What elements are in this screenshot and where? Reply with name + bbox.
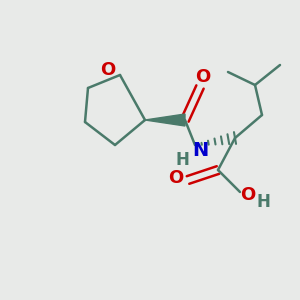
Text: N: N [192,140,208,160]
Text: O: O [100,61,116,79]
Text: H: H [175,151,189,169]
Text: O: O [168,169,184,187]
Text: O: O [195,68,211,86]
Text: O: O [240,186,256,204]
Text: H: H [256,193,270,211]
Polygon shape [145,114,185,126]
